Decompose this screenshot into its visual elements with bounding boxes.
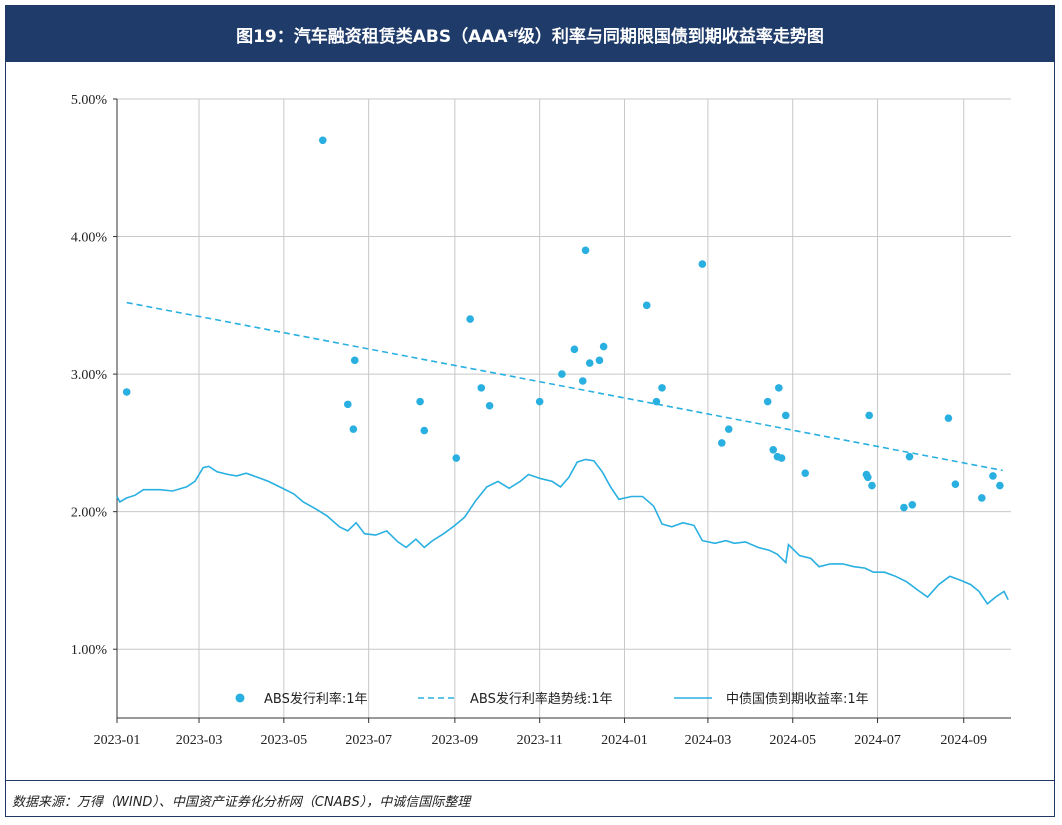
abs-rate-point [642,301,651,310]
abs-rate-point [343,400,352,409]
abs-rate-point [996,481,1004,490]
abs-rate-point [485,401,494,410]
x-tick-label: 2023-03 [176,733,223,748]
abs-rate-point [905,452,914,461]
abs-rate-point [558,370,566,378]
abs-rate-point [658,384,666,392]
legend-label: 中债国债到期收益率:1年 [726,691,869,707]
x-tick-label: 2024-05 [769,733,816,748]
treasury-yield-series [116,458,1009,605]
abs-rate-point [318,136,327,145]
abs-rate-point [349,425,358,433]
abs-rate-point [698,260,707,268]
title-main: 图19：汽车融资租赁类ABS（AAA [236,26,508,47]
abs-rate-point [781,411,790,420]
x-tick-label: 2023-11 [517,733,563,748]
x-tick-label: 2024-07 [854,733,901,748]
abs-rate-point [599,342,608,351]
x-tick-label: 2023-05 [261,733,308,748]
abs-rate-point [581,246,590,255]
abs-rate-point [724,425,733,433]
line-scatter-chart: 1.00% 2.00% 3.00% 4.00% 5.00% 2023-01 2023-03 2… [71,93,1011,748]
abs-rate-point [652,397,661,406]
abs-rate-point [951,480,960,488]
treasury-yield-line [116,458,1009,605]
grid-lines [116,98,1011,718]
figure-frame [5,5,1055,817]
abs-rate-point [416,397,424,406]
figure-title: 图19：汽车融资租赁类ABS（AAA sf 级）利率与同期限国债到期收益率走势图 [6,6,1054,62]
y-tick-label: 5.00% [71,93,108,108]
abs-rate-point [863,473,872,482]
abs-trend-line [126,301,1003,472]
y-tick-label: 3.00% [71,368,108,383]
abs-rate-point [570,345,579,354]
abs-rate-point [769,445,778,454]
abs-rate-point [944,414,953,422]
abs-rate-point [801,469,810,477]
chart-area: 1.00% 2.00% 3.00% 4.00% 5.00% 2023-01 2023-03 2… [6,62,1054,780]
abs-trend-series [126,301,1003,472]
abs-rate-point [477,384,486,392]
abs-rate-point [466,315,474,323]
abs-rate-point [535,397,544,406]
legend-label: ABS发行利率趋势线:1年 [470,691,613,707]
abs-rate-point [420,426,429,435]
abs-rate-point [777,454,786,462]
abs-rate-point [718,439,726,447]
x-tick-label: 2023-09 [432,733,479,748]
abs-rate-point [989,472,997,480]
abs-rate-series [122,136,1004,512]
legend-label: ABS发行利率:1年 [264,691,368,707]
x-tick-label: 2024-09 [940,733,987,748]
x-tick-label: 2023-01 [94,733,141,748]
abs-rate-point [122,388,131,396]
abs-rate-point [978,494,986,502]
chart-legend: ABS发行利率:1年 ABS发行利率趋势线:1年 中债国债到期收益率:1年 [235,691,869,707]
abs-rate-point [865,411,873,420]
x-tick-label: 2024-01 [601,733,648,748]
axes: 1.00% 2.00% 3.00% 4.00% 5.00% 2023-01 2023-03 2… [71,93,1011,748]
legend-dot-marker [235,693,245,703]
abs-rate-point [578,377,587,385]
data-source-note: 数据来源：万得（WIND）、中国资产证券化分析网（CNABS），中诚信国际整理 [6,780,1054,816]
title-subscript: sf [507,28,518,40]
abs-rate-point [452,454,461,462]
abs-rate-point [350,356,359,365]
abs-rate-point [900,503,908,512]
abs-rate-point [775,384,783,392]
x-tick-label: 2023-07 [345,733,392,748]
title-tail: 级）利率与同期限国债到期收益率走势图 [517,26,824,47]
abs-rate-point [908,500,917,509]
abs-rate-point [763,397,772,406]
x-tick-label: 2024-03 [685,733,732,748]
y-tick-label: 4.00% [71,231,108,246]
y-tick-label: 2.00% [71,506,108,521]
y-tick-label: 1.00% [71,643,108,658]
abs-rate-point [585,359,594,367]
abs-rate-point [868,481,876,490]
abs-rate-point [595,356,604,365]
